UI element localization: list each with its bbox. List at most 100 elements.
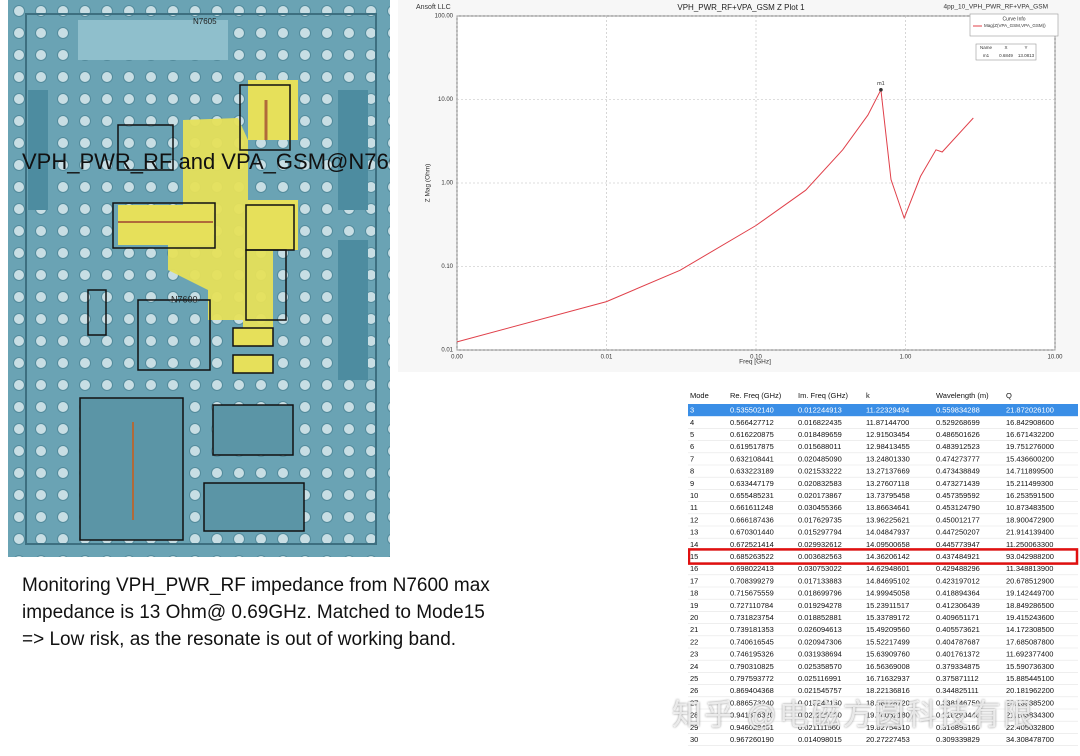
x-axis-label: Freq [GHz] [739,359,771,366]
table-cell: 0.790310825 [730,662,774,671]
marker-table [975,43,1037,61]
pcb-layout: N7605 N7600 VPH_PWR_RF and VPA_GSM@N7600 [8,0,390,557]
table-cell: 0.020173867 [798,491,842,500]
table-cell: 0.708399279 [730,576,774,585]
table-cell: 8 [690,467,694,476]
table-header: Im. Freq (GHz) [798,391,849,400]
table-cell: 15.23911517 [866,601,909,610]
table-cell: 0.437484921 [936,552,980,561]
table-cell: 26 [690,686,698,695]
component [239,84,291,151]
table-cell: 0.401761372 [936,650,980,659]
table-cell: 30 [690,735,698,744]
table-cell: 0.030455366 [798,503,842,512]
table-cell: 22.405032800 [1006,723,1054,732]
table-cell: 0.030753022 [798,564,842,573]
part-label: N7600 [171,294,198,304]
table-cell: 15.33789172 [866,613,910,622]
table-cell: 6 [690,442,694,451]
table-header: Q [1006,391,1012,400]
table-cell: 21 [690,625,698,634]
table-cell: 14.84695102 [866,576,910,585]
table-bg [688,388,1080,756]
table-cell: 0.473271439 [936,479,980,488]
table-cell: 13 [690,528,698,537]
table-cell: 0.941876320 [730,711,774,720]
table-cell: 11.250063300 [1006,540,1053,549]
table-cell: 0.739181353 [730,625,774,634]
component [112,202,216,249]
x-tick-label: 0.00 [451,355,463,361]
part-label: N7605 [193,17,217,26]
table-cell: 0.666187436 [730,515,774,524]
project: 4pp_10_VPH_PWR_RF+VPA_GSM [944,4,1048,11]
table-cell: 16.671432200 [1006,430,1054,439]
table-cell: 0.019294278 [798,601,842,610]
legend-entry: Mag(Z(VPA_GSM,VPA_GSM)) [984,23,1046,28]
table-cell: 21.914139400 [1006,528,1054,537]
table-cell: 0.017133883 [798,576,842,585]
component [117,124,174,171]
table-cell: 0.021533222 [798,467,842,476]
table-cell: 0.015297794 [798,528,842,537]
table-cell: 0.018489659 [798,430,842,439]
table-cell: 20.27227453 [866,735,910,744]
table-cell: 0.025116991 [798,674,841,683]
table-cell: 0.670301440 [730,528,774,537]
table-cell: 0.655485231 [730,491,774,500]
table-cell: 10.873483500 [1006,503,1054,512]
table-cell: 0.318290440 [936,711,980,720]
table-cell: 13.96225621 [866,515,910,524]
outline [25,13,377,545]
table-cell: 0.698022413 [730,564,774,573]
table-cell: 11.22329494 [866,406,909,415]
y-tick-label: 1.00 [441,181,453,187]
table-cell: 23 [690,650,698,659]
table-cell: 0.409651171 [936,613,979,622]
marker-cell: 13.0813 [1018,53,1035,58]
pad [118,205,213,245]
table-cell: 0.025358570 [798,662,842,671]
table-cell: 0.731823754 [730,613,774,622]
table-cell: 0.797593772 [730,674,774,683]
copper [28,90,48,210]
table-cell: 0.018699796 [798,589,842,598]
table-cell: 12.91503454 [866,430,910,439]
table-header: k [866,391,870,400]
table-cell: 0.566427712 [730,418,774,427]
table-cell: 15.211499300 [1006,479,1053,488]
table-cell: 15 [690,552,698,561]
copper [78,20,228,60]
table-cell: 19.82754310 [866,723,910,732]
table-cell: 14.172308500 [1006,625,1054,634]
table-cell: 0.727110784 [730,601,773,610]
table-cell: 15.49209560 [866,625,910,634]
marker-cell: m1 [983,53,990,58]
table-cell: 0.616220875 [730,430,774,439]
y-tick-label: 0.10 [441,264,453,270]
table-cell: 4 [690,418,694,427]
row-box [688,548,1079,565]
component [245,249,287,321]
x-tick-label: 0.01 [601,355,613,361]
table-cell: 0.457359592 [936,491,980,500]
component [203,482,305,532]
table-cell: 15.52217499 [866,637,910,646]
table-cell: 0.405573621 [936,625,980,634]
table-cell: 0.020947306 [798,637,842,646]
marker-header: Name [980,45,993,50]
table-cell: 24 [690,662,698,671]
table-cell: 0.535502140 [730,406,774,415]
table-cell: 0.021545757 [798,686,842,695]
table-cell: 19 [690,601,698,610]
table-cell: 16 [690,564,698,573]
table-cell: 93.042988200 [1006,552,1054,561]
table-cell: 0.559834288 [936,406,980,415]
table-cell: 0.453124790 [936,503,980,512]
table-cell: 0.344825111 [936,686,979,695]
table-cell: 0.447250207 [936,528,980,537]
table-cell: 0.003682563 [798,552,842,561]
table-cell: 20.181962200 [1006,686,1054,695]
table-cell: 16.253591500 [1006,491,1054,500]
